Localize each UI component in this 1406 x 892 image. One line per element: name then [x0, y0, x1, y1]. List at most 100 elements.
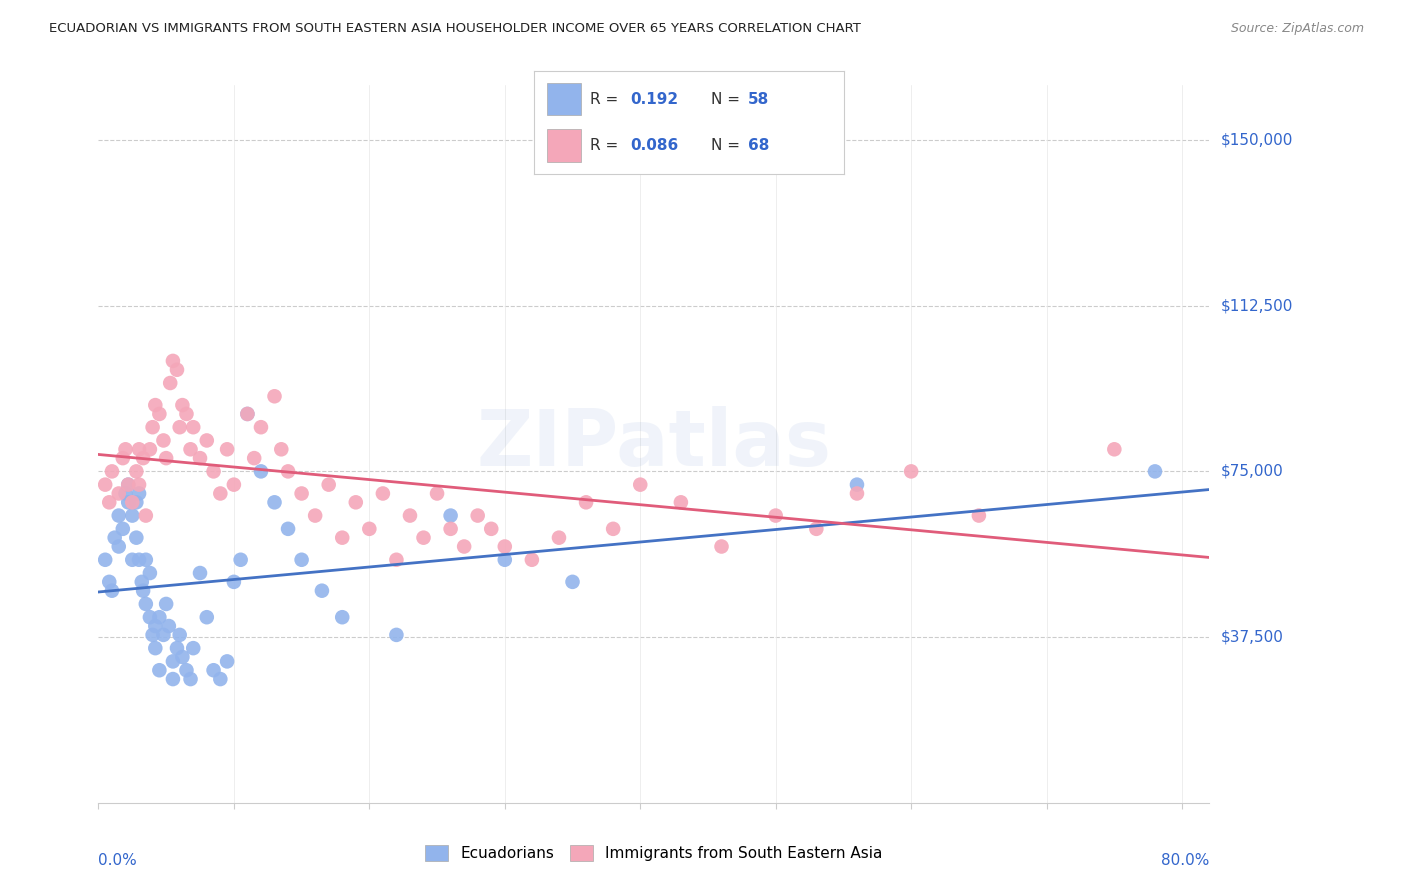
Point — [114, 486, 136, 500]
Point — [209, 486, 232, 500]
Point — [157, 619, 180, 633]
Point — [1143, 464, 1166, 478]
Point — [135, 553, 157, 567]
Point — [135, 508, 157, 523]
Point — [371, 486, 394, 500]
Point — [439, 522, 461, 536]
Point — [330, 531, 353, 545]
Text: ZIPatlas: ZIPatlas — [477, 406, 831, 482]
Point — [148, 407, 170, 421]
Point — [222, 477, 245, 491]
Point — [263, 389, 285, 403]
Point — [520, 553, 543, 567]
Point — [1104, 442, 1126, 457]
Point — [575, 495, 598, 509]
Point — [132, 451, 155, 466]
Point — [243, 451, 266, 466]
Point — [669, 495, 692, 509]
Point — [142, 420, 165, 434]
Point — [135, 597, 157, 611]
Point — [128, 477, 150, 491]
Point — [217, 442, 239, 457]
Point — [172, 650, 194, 665]
Text: ECUADORIAN VS IMMIGRANTS FROM SOUTH EASTERN ASIA HOUSEHOLDER INCOME OVER 65 YEAR: ECUADORIAN VS IMMIGRANTS FROM SOUTH EAST… — [49, 22, 860, 36]
Point — [318, 477, 340, 491]
Point — [107, 486, 129, 500]
Point — [107, 540, 129, 554]
Point — [467, 508, 489, 523]
Point — [202, 663, 225, 677]
Point — [222, 574, 245, 589]
Text: $150,000: $150,000 — [1220, 133, 1292, 147]
Text: 80.0%: 80.0% — [1161, 853, 1209, 868]
Point — [159, 376, 181, 390]
Point — [330, 610, 353, 624]
Point — [291, 486, 314, 500]
Point — [229, 553, 252, 567]
Point — [561, 574, 583, 589]
Point — [98, 574, 121, 589]
Point — [152, 628, 174, 642]
Text: $112,500: $112,500 — [1220, 298, 1292, 313]
Point — [139, 566, 162, 580]
Point — [143, 398, 166, 412]
Point — [98, 495, 121, 509]
Point — [131, 574, 153, 589]
Point — [132, 583, 155, 598]
Point — [236, 407, 259, 421]
Point — [548, 531, 571, 545]
Point — [188, 451, 211, 466]
Point — [128, 442, 150, 457]
Text: $37,500: $37,500 — [1220, 630, 1284, 645]
Point — [426, 486, 449, 500]
Point — [304, 508, 326, 523]
Point — [117, 477, 139, 491]
Text: $75,000: $75,000 — [1220, 464, 1284, 479]
Point — [155, 597, 177, 611]
Text: N =: N = — [710, 137, 744, 153]
Text: 58: 58 — [748, 92, 769, 106]
Point — [806, 522, 828, 536]
Point — [101, 583, 124, 598]
Point — [121, 553, 143, 567]
Point — [148, 610, 170, 624]
Point — [385, 553, 408, 567]
Point — [128, 553, 150, 567]
Point — [169, 420, 191, 434]
Point — [125, 495, 148, 509]
Text: N =: N = — [710, 92, 744, 106]
Point — [152, 434, 174, 448]
Point — [101, 464, 124, 478]
Point — [139, 442, 162, 457]
Point — [169, 628, 191, 642]
Text: 68: 68 — [748, 137, 769, 153]
Point — [209, 672, 232, 686]
Point — [125, 531, 148, 545]
Text: 0.0%: 0.0% — [98, 853, 138, 868]
Point — [385, 628, 408, 642]
Point — [439, 508, 461, 523]
Point — [143, 641, 166, 656]
Text: 0.086: 0.086 — [630, 137, 679, 153]
Point — [166, 641, 188, 656]
Point — [111, 451, 134, 466]
Point — [900, 464, 922, 478]
Bar — [547, 83, 581, 115]
Point — [117, 477, 139, 491]
Point — [291, 553, 314, 567]
Point — [181, 420, 204, 434]
Point — [453, 540, 475, 554]
Point — [263, 495, 285, 509]
Legend: Ecuadorians, Immigrants from South Eastern Asia: Ecuadorians, Immigrants from South Easte… — [419, 838, 889, 867]
Point — [143, 619, 166, 633]
Point — [195, 610, 218, 624]
Point — [494, 553, 516, 567]
Text: R =: R = — [591, 137, 623, 153]
Text: 0.192: 0.192 — [630, 92, 678, 106]
Point — [479, 522, 502, 536]
Point — [142, 628, 165, 642]
Point — [270, 442, 292, 457]
Point — [180, 672, 202, 686]
Point — [602, 522, 624, 536]
Point — [195, 434, 218, 448]
